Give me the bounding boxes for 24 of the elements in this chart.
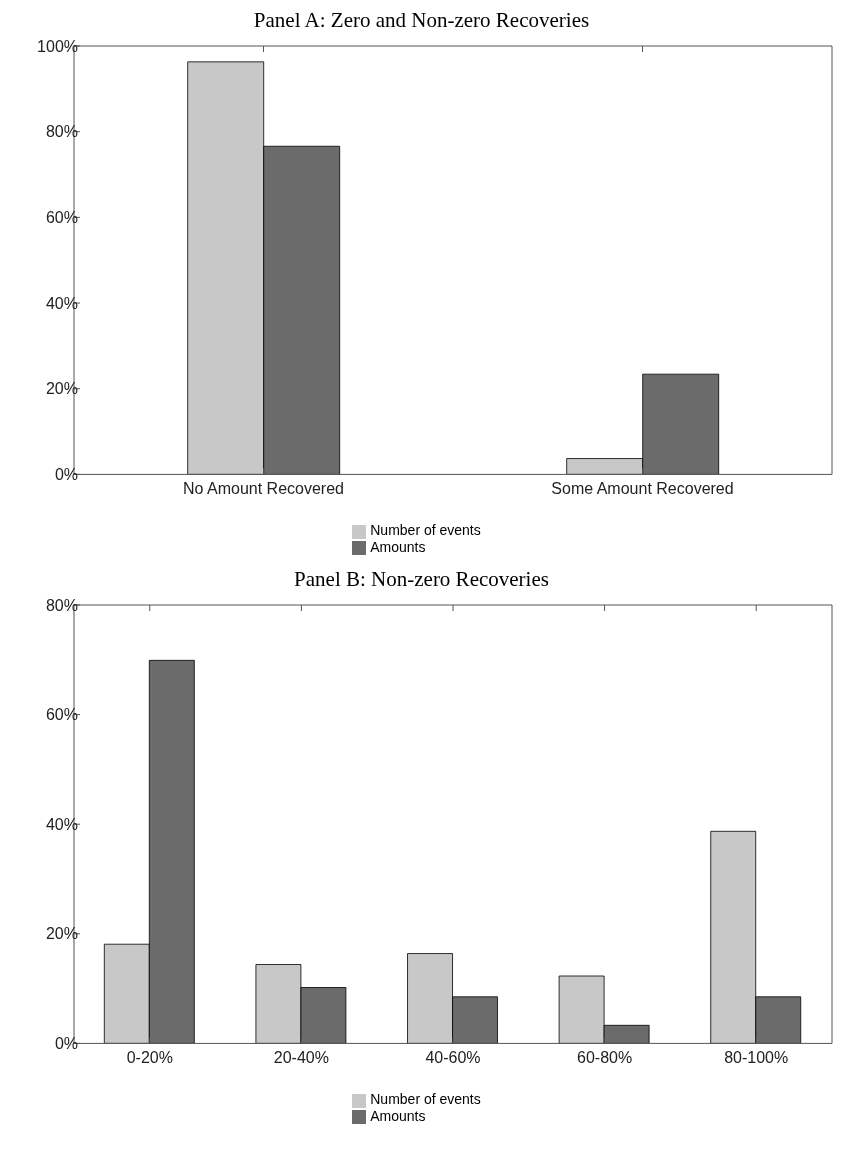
- y-tick-label: 80%: [45, 123, 78, 141]
- x-tick-label: 0-20%: [126, 1048, 173, 1066]
- x-tick-label: 20-40%: [273, 1048, 329, 1066]
- legend-label: Amounts: [370, 1107, 426, 1124]
- y-tick-label: 40%: [45, 815, 78, 833]
- y-tick-label: 20%: [45, 380, 78, 398]
- x-tick-label: No Amount Recovered: [183, 479, 344, 497]
- y-tick-label: 20%: [45, 925, 78, 943]
- legend-label: Amounts: [370, 538, 426, 555]
- legend-label: Number of events: [370, 1091, 481, 1108]
- x-tick-label: 60-80%: [577, 1048, 633, 1066]
- x-tick-label: 40-60%: [425, 1048, 481, 1066]
- legend-label: Number of events: [370, 522, 481, 539]
- y-tick-label: 80%: [45, 596, 78, 614]
- y-tick-label: 0%: [54, 1035, 78, 1053]
- chart-title: Panel A: Zero and Non-zero Recoveries: [252, 8, 591, 33]
- y-tick-label: 40%: [45, 294, 78, 312]
- y-tick-label: 0%: [54, 466, 78, 484]
- x-tick-label: 80-100%: [724, 1048, 789, 1066]
- y-tick-label: 100%: [37, 37, 78, 55]
- chart-title: Panel B: Non-zero Recoveries: [293, 567, 550, 592]
- x-tick-label: Some Amount Recovered: [551, 479, 734, 497]
- y-tick-label: 60%: [45, 706, 78, 724]
- y-tick-label: 60%: [45, 209, 78, 227]
